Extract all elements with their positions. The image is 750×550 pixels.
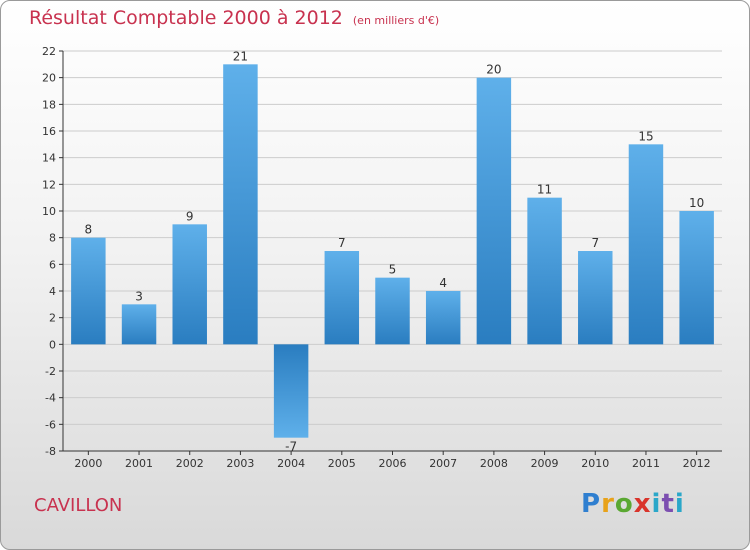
bar-2010 [578,251,613,345]
x-tick-label-2011: 2011 [632,457,660,470]
y-tick-label: 8 [49,232,56,245]
x-tick-label-2010: 2010 [581,457,609,470]
unit-label: (en milliers d'€) [352,14,440,27]
value-label-2007: 4 [439,276,447,290]
x-tick-label-2000: 2000 [74,457,102,470]
bar-2005 [324,251,360,345]
x-tick-label-2002: 2002 [176,457,204,470]
y-tick-label: -4 [45,392,56,405]
value-label-2012: 10 [689,196,704,210]
bar-2003 [223,64,258,345]
bar-2008 [476,77,512,345]
value-label-2006: 5 [389,263,397,277]
bar-2009 [527,197,562,345]
value-label-2001: 3 [135,289,143,303]
y-tick-label: -6 [45,418,56,431]
y-tick-label: 18 [42,98,56,111]
value-label-2010: 7 [591,236,599,250]
bar-2004 [273,344,309,438]
y-tick-label: 14 [42,152,56,165]
bar-2012 [679,211,714,345]
x-tick-label-2003: 2003 [226,457,254,470]
bar-2000 [71,237,106,345]
y-tick-label: 4 [49,285,56,298]
value-label-2004: -7 [285,440,297,454]
bar-2006 [375,277,410,345]
value-label-2005: 7 [338,236,346,250]
y-tick-label: 22 [42,45,56,58]
title-text: Résultat Comptable 2000 à 2012 [29,7,343,29]
y-tick-label: 10 [42,205,56,218]
x-tick-label-2008: 2008 [480,457,508,470]
value-label-2003: 21 [233,49,248,63]
brand-logo: Proxiti [581,489,685,519]
value-label-2002: 9 [186,209,194,223]
y-tick-label: 12 [42,178,56,191]
bar-2002 [172,224,207,345]
x-tick-label-2006: 2006 [379,457,407,470]
grid-lines [63,50,722,452]
y-tick-label: 16 [42,125,56,138]
value-label-2000: 8 [85,223,93,237]
x-tick-label-2009: 2009 [531,457,559,470]
bar-2001 [121,304,157,345]
x-tick-label-2012: 2012 [683,457,711,470]
x-tick-label-2007: 2007 [429,457,457,470]
y-tick-label: 2 [49,312,56,325]
y-tick-label: 0 [49,338,56,351]
y-tick-label: 20 [42,72,56,85]
chart-title: Résultat Comptable 2000 à 2012 (en millie… [29,7,439,29]
value-label-2008: 20 [486,63,501,77]
bar-2007 [425,291,461,345]
x-tick-label-2004: 2004 [277,457,305,470]
bars: 8 3 9 21 -7 7 5 4 20 11 7 15 10 [71,49,714,454]
x-tick-label-2005: 2005 [328,457,356,470]
y-tick-label: -8 [45,445,56,458]
town-name: CAVILLON [34,495,123,516]
bar-2011 [628,144,664,345]
x-tick-label-2001: 2001 [125,457,153,470]
value-label-2009: 11 [537,183,552,197]
axes: -8 -6 -4 -2 0 2 4 6 8 10 12 14 16 18 20 22 2000 2001 2002 2… [42,45,722,470]
value-label-2011: 15 [638,129,653,143]
y-tick-label: 6 [49,258,56,271]
y-tick-label: -2 [45,365,56,378]
